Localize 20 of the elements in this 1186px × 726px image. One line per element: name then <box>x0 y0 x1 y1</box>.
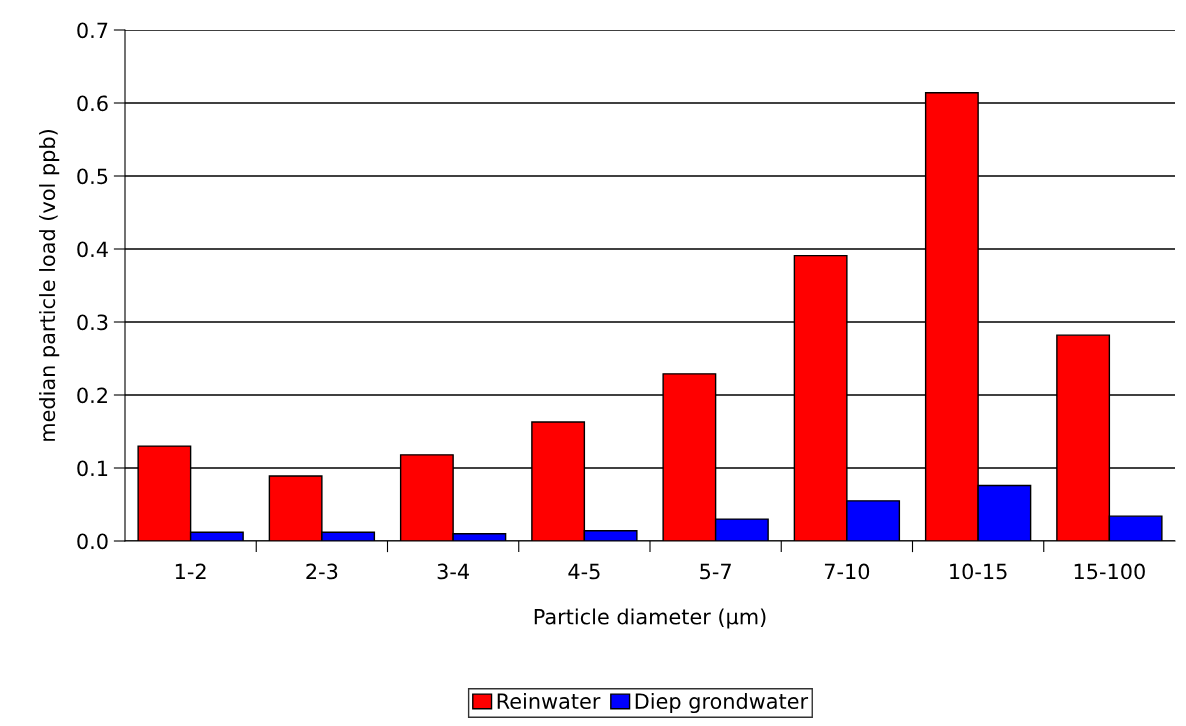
x-tick-label: 5-7 <box>700 563 731 580</box>
y-tick-label: 0.7 <box>77 22 108 39</box>
y-tick-label: 0.2 <box>77 387 107 404</box>
y-tick-label: 0.5 <box>77 168 108 185</box>
y-tick-label: 0.6 <box>77 95 108 112</box>
x-tick-label: 10-15 <box>950 563 1007 580</box>
legend-label: Diep grondwater <box>635 692 809 714</box>
x-tick-label: 3-4 <box>437 563 469 580</box>
y-axis-title: median particle load (vol ppb) <box>39 130 60 441</box>
x-tick-label: 1-2 <box>175 563 206 580</box>
y-tick-label: 0.1 <box>77 460 108 477</box>
y-tick-label: 0.4 <box>77 241 108 258</box>
x-tick-label: 4-5 <box>568 563 600 580</box>
x-tick-label: 15-100 <box>1074 563 1145 580</box>
y-tick-label: 0.3 <box>77 314 108 331</box>
x-tick-label: 2-3 <box>306 563 338 580</box>
legend-label: Reinwater <box>497 692 601 710</box>
x-axis-title: Particle diameter (µm) <box>534 608 766 629</box>
y-tick-label: 0.0 <box>77 533 108 550</box>
x-tick-label: 7-10 <box>824 563 870 580</box>
